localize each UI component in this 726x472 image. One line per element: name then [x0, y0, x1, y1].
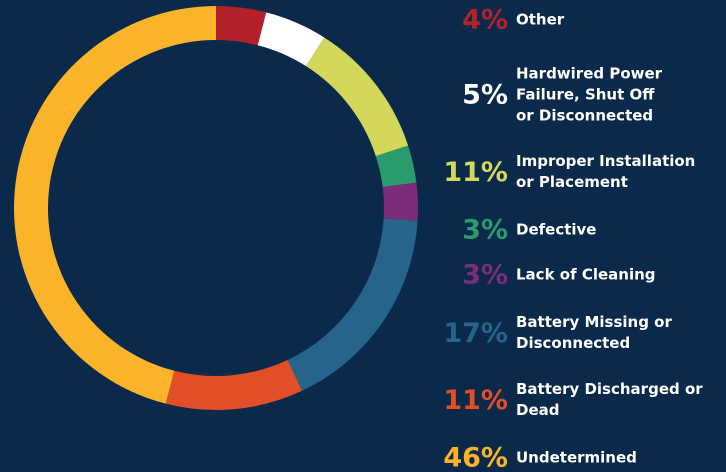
donut-segment — [287, 218, 418, 391]
value-label: 4% — [462, 4, 508, 36]
legend-entry: 3% Lack of Cleaning — [400, 260, 720, 291]
donut-segment — [165, 360, 303, 410]
legend-label: Lack of Cleaning — [516, 265, 656, 284]
legend-entry: 3% Defective — [400, 215, 720, 246]
value-label: 3% — [462, 259, 508, 291]
donut-chart — [14, 6, 418, 410]
value-label: 3% — [462, 214, 508, 246]
legend-entry: 46% Undetermined — [400, 443, 720, 472]
legend-label: Other — [516, 10, 565, 29]
value-label: 5% — [462, 79, 508, 111]
legend-label: Hardwired Power Failure, Shut Off or Dis… — [516, 64, 663, 125]
donut-segment — [14, 6, 216, 404]
donut-segment — [382, 182, 418, 221]
legend-label: Undetermined — [516, 448, 637, 467]
donut-segment — [257, 12, 325, 67]
donut-segment — [306, 37, 409, 157]
legend-label: Battery Missing or Disconnected — [516, 313, 672, 352]
legend-entry: 4% Other — [400, 5, 720, 36]
value-label: 46% — [443, 442, 508, 472]
legend-entry: 11% Improper Installation or Placement — [400, 151, 720, 193]
legend-entry: 5% Hardwired Power Failure, Shut Off or D… — [400, 64, 720, 127]
donut-segment — [375, 145, 417, 187]
legend-label: Battery Discharged or Dead — [516, 380, 703, 419]
legend-label: Defective — [516, 220, 597, 239]
legend-entry: 17% Battery Missing or Disconnected — [400, 312, 720, 354]
legend-entry: 11% Battery Discharged or Dead — [400, 379, 720, 421]
donut-segment — [216, 6, 267, 46]
legend-label: Improper Installation or Placement — [516, 152, 696, 191]
value-label: 17% — [443, 317, 508, 349]
value-label: 11% — [443, 156, 508, 188]
value-label: 11% — [443, 384, 508, 416]
